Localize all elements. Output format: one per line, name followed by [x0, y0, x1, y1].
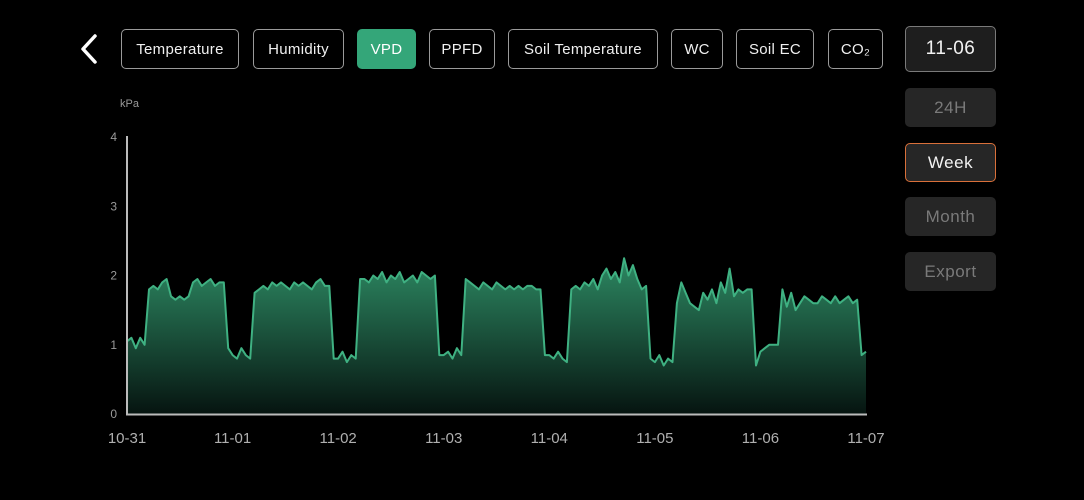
y-tick-label: 4	[110, 130, 117, 144]
x-tick-label: 11-06	[742, 430, 779, 447]
x-tick-label: 11-02	[320, 430, 357, 447]
vpd-line	[126, 257, 867, 367]
x-tick-label: 11-07	[847, 430, 884, 447]
tab-soil-temperature[interactable]: Soil Temperature	[508, 29, 658, 69]
vpd-area	[127, 258, 866, 414]
y-tick-label: 2	[110, 269, 117, 283]
range-month-button[interactable]: Month	[905, 197, 996, 236]
chevron-left-icon	[81, 34, 97, 64]
y-tick-label: 3	[110, 199, 117, 213]
tab-ppfd[interactable]: PPFD	[429, 29, 495, 69]
tab-temperature[interactable]: Temperature	[121, 29, 239, 69]
range-week-button[interactable]: Week	[905, 143, 996, 182]
tab-wc[interactable]: WC	[671, 29, 723, 69]
y-tick-label: 1	[110, 338, 117, 352]
y-axis-unit: kPa	[120, 98, 140, 110]
x-tick-label: 11-01	[214, 430, 251, 447]
x-tick-label: 11-03	[425, 430, 462, 447]
export-button[interactable]: Export	[905, 252, 996, 291]
back-button[interactable]	[76, 30, 104, 68]
date-picker-button[interactable]: 11-06	[905, 26, 996, 72]
vpd-chart: kPa 0 1 2 3 4 10-31 11-01 11-02 11-03 11-04 11-05…	[108, 98, 885, 447]
x-tick-label: 11-05	[636, 430, 673, 447]
tab-soil-ec[interactable]: Soil EC	[736, 29, 814, 69]
x-tick-label: 11-04	[531, 430, 568, 447]
tab-vpd[interactable]: VPD	[357, 29, 416, 69]
y-tick-label: 0	[110, 407, 117, 421]
range-24h-button[interactable]: 24H	[905, 88, 996, 127]
tab-co2[interactable]: CO₂	[828, 29, 883, 69]
tab-humidity[interactable]: Humidity	[253, 29, 344, 69]
x-tick-label: 10-31	[108, 430, 146, 447]
